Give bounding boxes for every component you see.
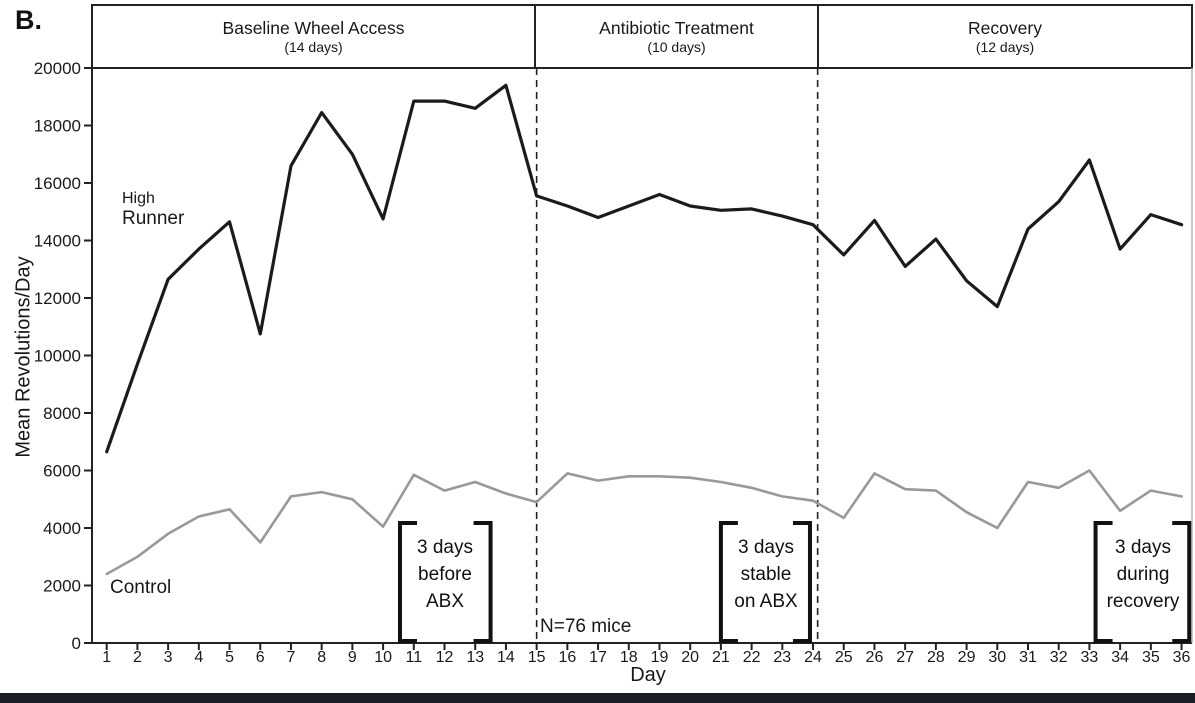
x-tick-label: 36 [1173, 649, 1191, 666]
x-tick-label: 26 [866, 649, 884, 666]
y-tick-label: 18000 [34, 117, 81, 136]
annotation-before-abx: 3 days before ABX [417, 534, 473, 615]
annotation-line: 3 days [1115, 537, 1171, 558]
x-tick-label: 12 [436, 649, 454, 666]
x-tick-label: 5 [225, 649, 234, 666]
x-tick-label: 16 [558, 649, 576, 666]
x-tick-label: 30 [988, 649, 1006, 666]
x-tick-label: 24 [804, 649, 822, 666]
x-tick-label: 34 [1111, 649, 1129, 666]
annotation-line: 3 days [738, 537, 794, 558]
phase-title-recovery: Recovery [968, 18, 1042, 39]
annotation-line: stable [740, 564, 792, 585]
annotation-line: on ABX [734, 591, 798, 612]
annotation-bracket-right [473, 521, 493, 643]
series-line-control [105, 469, 1183, 576]
x-tick-label: 21 [712, 649, 730, 666]
y-tick-label: 16000 [34, 174, 81, 193]
annotation-line: 3 days [417, 537, 473, 558]
y-tick-label: 12000 [34, 289, 81, 308]
phase-header-baseline: Baseline Wheel Access (14 days) [92, 5, 535, 68]
annotation-stable-on-abx: 3 days stable on ABX [734, 534, 797, 615]
series-line-high-runner [105, 83, 1184, 454]
x-tick-label: 9 [348, 649, 357, 666]
annotation-bracket-right [1172, 521, 1192, 643]
y-tick-label: 6000 [43, 462, 81, 481]
x-tick-label: 35 [1142, 649, 1160, 666]
y-tick-label: 0 [72, 634, 81, 653]
x-tick-label: 19 [651, 649, 669, 666]
x-tick-label: 18 [620, 649, 638, 666]
annotation-bracket-left [1093, 521, 1113, 643]
x-tick-label: 4 [194, 649, 203, 666]
phase-header-recovery: Recovery (12 days) [818, 5, 1192, 68]
phase-title-antibiotic: Antibiotic Treatment [599, 18, 754, 39]
x-tick-label: 33 [1081, 649, 1099, 666]
x-tick-label: 7 [287, 649, 296, 666]
y-tick-label: 8000 [43, 404, 81, 423]
x-tick-label: 15 [528, 649, 546, 666]
phase-subtitle-recovery: (12 days) [975, 38, 1035, 55]
phase-header-antibiotic: Antibiotic Treatment (10 days) [535, 5, 818, 68]
x-tick-label: 6 [256, 649, 265, 666]
y-tick-label: 14000 [34, 232, 81, 251]
x-tick-label: 20 [681, 649, 699, 666]
y-tick-label: 10000 [34, 347, 81, 366]
x-tick-label: 8 [317, 649, 326, 666]
annotation-bracket-right [792, 521, 812, 643]
x-tick-label: 31 [1019, 649, 1037, 666]
high-runner-series-label: High Runner [122, 189, 184, 231]
phase-subtitle-antibiotic: (10 days) [647, 38, 706, 55]
x-tick-label: 23 [773, 649, 791, 666]
phase-subtitle-baseline: (14 days) [284, 38, 343, 55]
annotation-bracket-left [397, 521, 417, 643]
x-tick-label: 28 [927, 649, 945, 666]
x-tick-label: 3 [164, 649, 173, 666]
x-tick-label: 13 [466, 649, 484, 666]
x-tick-label: 10 [374, 649, 392, 666]
bottom-bar [0, 693, 1195, 703]
x-tick-label: 2 [133, 649, 142, 666]
x-tick-label: 27 [896, 649, 914, 666]
phase-header-frame [91, 4, 1193, 69]
x-tick-label: 17 [589, 649, 607, 666]
control-series-label: Control [110, 577, 172, 598]
x-tick-label: 32 [1050, 649, 1068, 666]
sample-size-note: N=76 mice [540, 616, 632, 637]
annotation-line: before [418, 564, 472, 585]
x-tick-label: 1 [102, 649, 111, 666]
annotation-during-recovery: 3 days during recovery [1107, 534, 1180, 615]
phase-title-baseline: Baseline Wheel Access [222, 18, 405, 39]
annotation-line: recovery [1106, 591, 1180, 612]
y-tick-label: 4000 [43, 519, 81, 538]
x-tick-label: 11 [405, 649, 422, 666]
x-axis-label: Day [630, 664, 666, 686]
annotation-line: during [1116, 564, 1170, 585]
x-tick-label: 14 [497, 649, 515, 666]
y-tick-label: 2000 [43, 577, 81, 596]
x-tick-label: 29 [958, 649, 976, 666]
y-tick-label: 20000 [34, 59, 81, 78]
panel-label: B. [15, 5, 42, 35]
x-tick-label: 22 [743, 649, 761, 666]
high-runner-label-line2: Runner [122, 208, 185, 230]
x-tick-label: 25 [835, 649, 853, 666]
annotation-line: ABX [425, 591, 465, 612]
annotation-bracket-left [718, 521, 738, 643]
high-runner-label-line1: High [122, 190, 155, 207]
